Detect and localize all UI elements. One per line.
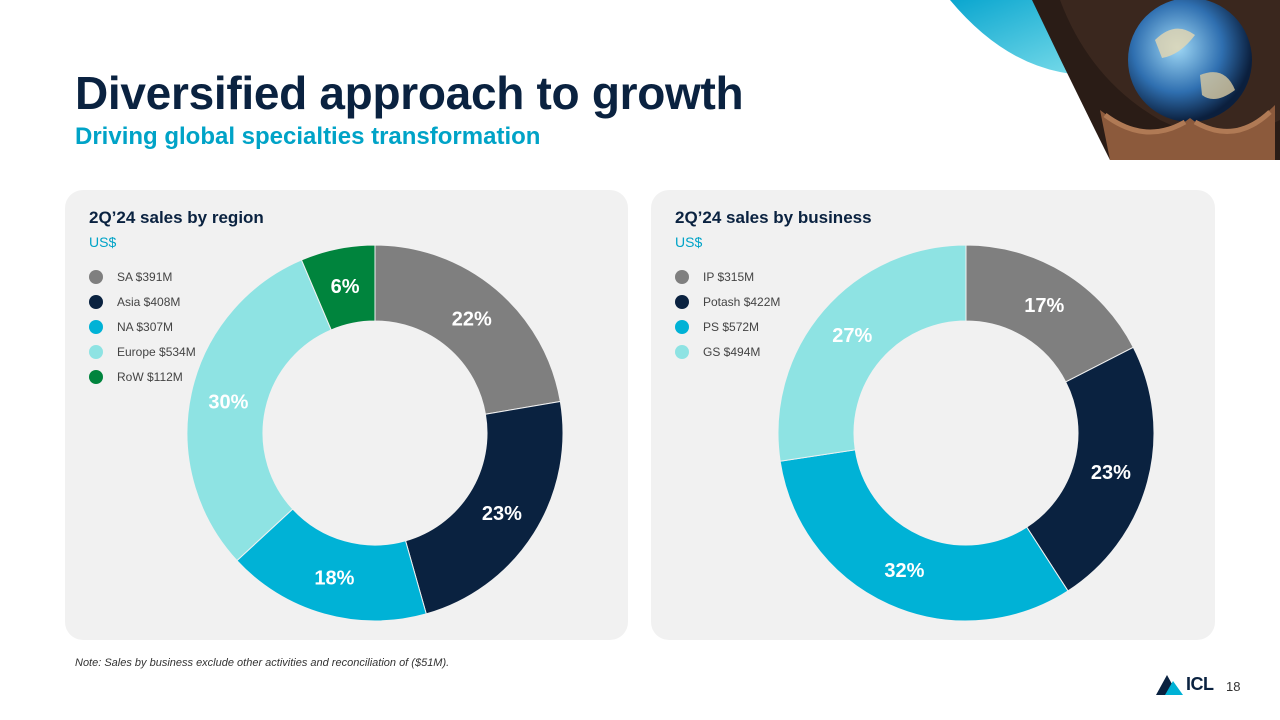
- footnote: Note: Sales by business exclude other ac…: [75, 657, 450, 669]
- business-chart-title: 2Q’24 sales by business: [675, 208, 872, 227]
- legend-label: IP $315M: [703, 269, 755, 284]
- legend-label: Potash $422M: [703, 294, 781, 309]
- donut-slice-ps: [779, 449, 1069, 622]
- donut-slice-row: [300, 244, 376, 331]
- region-legend: SA $391M Asia $408M NA $307M Europe $534…: [89, 264, 196, 389]
- donut-slice-potash: [1026, 346, 1155, 592]
- legend-label: RoW $112M: [117, 369, 183, 384]
- legend-dot: [675, 344, 689, 359]
- legend-dot: [89, 344, 103, 359]
- legend-item: IP $315M: [675, 264, 780, 289]
- page-subtitle: Driving global specialties transformatio…: [75, 123, 541, 150]
- business-chart-unit: US$: [675, 234, 703, 250]
- business-donut-chart: 17% 23% 32% 27%: [777, 244, 1155, 622]
- slice-percent-label: 17%: [1024, 295, 1064, 317]
- legend-item: Europe $534M: [89, 339, 196, 364]
- legend-item: SA $391M: [89, 264, 196, 289]
- legend-item: Asia $408M: [89, 289, 196, 314]
- legend-label: Europe $534M: [117, 344, 196, 359]
- slice-percent-label: 22%: [452, 308, 492, 330]
- header-globe-image: [950, 0, 1280, 160]
- legend-dot: [89, 319, 103, 334]
- region-donut-chart: 22% 23% 18% 30% 6%: [186, 244, 564, 622]
- donut-slice-na: [236, 508, 427, 622]
- legend-item: PS $572M: [675, 314, 780, 339]
- slice-percent-label: 23%: [1091, 462, 1131, 484]
- legend-dot: [89, 294, 103, 309]
- icl-logo-text: ICL: [1186, 674, 1214, 694]
- legend-label: Asia $408M: [117, 294, 181, 309]
- legend-dot: [675, 294, 689, 309]
- region-chart-unit: US$: [89, 234, 117, 250]
- business-chart-panel: 2Q’24 sales by business US$ IP $315M Pot…: [651, 190, 1215, 640]
- region-chart-panel: 2Q’24 sales by region US$ SA $391M Asia …: [65, 190, 628, 640]
- legend-dot: [675, 319, 689, 334]
- slice-percent-label: 32%: [884, 560, 924, 582]
- donut-slice-gs: [777, 244, 967, 462]
- legend-label: NA $307M: [117, 319, 174, 334]
- legend-dot: [675, 269, 689, 284]
- slice-percent-label: 23%: [482, 503, 522, 525]
- slice-percent-label: 18%: [314, 567, 354, 589]
- donut-slice-europe: [186, 259, 332, 562]
- donut-slice-ip: [965, 244, 1135, 383]
- legend-dot: [89, 269, 103, 284]
- legend-label: GS $494M: [703, 344, 761, 359]
- legend-item: RoW $112M: [89, 364, 196, 389]
- donut-slice-sa: [374, 244, 561, 415]
- page-title: Diversified approach to growth: [75, 67, 744, 119]
- legend-label: PS $572M: [703, 319, 760, 334]
- icl-logo: ICL: [1156, 674, 1214, 695]
- page-number: 18: [1226, 679, 1241, 694]
- slice-percent-label: 27%: [832, 325, 872, 347]
- slice-percent-label: 6%: [331, 276, 360, 298]
- donut-slice-asia: [404, 400, 564, 615]
- legend-item: Potash $422M: [675, 289, 780, 314]
- icl-logo-icon: [1156, 674, 1183, 695]
- legend-dot: [89, 369, 103, 384]
- business-legend: IP $315M Potash $422M PS $572M GS $494M: [675, 264, 780, 364]
- slice-percent-label: 30%: [208, 391, 248, 413]
- region-chart-title: 2Q’24 sales by region: [89, 208, 264, 227]
- legend-item: GS $494M: [675, 339, 780, 364]
- legend-label: SA $391M: [117, 269, 173, 284]
- legend-item: NA $307M: [89, 314, 196, 339]
